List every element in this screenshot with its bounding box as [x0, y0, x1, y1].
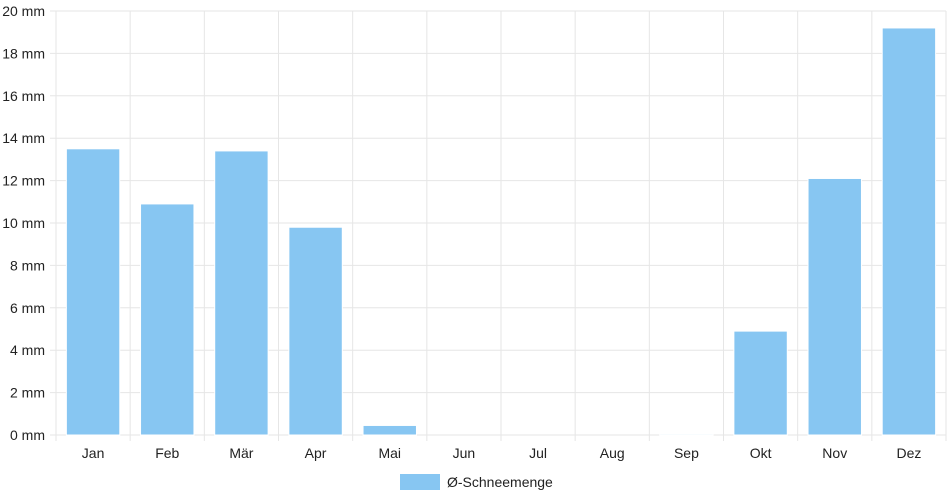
x-tick-label: Okt — [750, 445, 772, 461]
x-tick-label: Jan — [82, 445, 105, 461]
bar — [288, 226, 343, 436]
y-tick-label: 0 mm — [10, 427, 45, 443]
bar — [659, 433, 714, 436]
grid — [50, 10, 947, 441]
x-tick-label: Apr — [305, 445, 327, 461]
bar — [214, 150, 269, 436]
y-tick-label: 16 mm — [2, 88, 45, 104]
y-tick-label: 20 mm — [2, 3, 45, 19]
legend-swatch[interactable] — [400, 474, 440, 490]
y-tick-label: 14 mm — [2, 130, 45, 146]
x-tick-label: Mär — [229, 445, 253, 461]
bar — [733, 330, 788, 436]
x-tick-label: Dez — [896, 445, 921, 461]
y-tick-label: 18 mm — [2, 45, 45, 61]
x-tick-label: Nov — [822, 445, 847, 461]
x-tick-label: Sep — [674, 445, 699, 461]
y-tick-label: 6 mm — [10, 300, 45, 316]
y-axis-ticks: 0 mm 2 mm 4 mm 6 mm 8 mm 10 mm 12 mm 14 mm 16 mm… — [2, 3, 45, 443]
y-tick-label: 8 mm — [10, 257, 45, 273]
x-tick-label: Aug — [600, 445, 625, 461]
bar — [362, 424, 417, 436]
y-tick-label: 10 mm — [2, 215, 45, 231]
y-tick-label: 12 mm — [2, 173, 45, 189]
x-tick-label: Feb — [155, 445, 179, 461]
bars — [65, 27, 937, 436]
bar — [65, 148, 121, 436]
bar — [140, 203, 195, 436]
x-tick-label: Mai — [378, 445, 401, 461]
legend[interactable]: Ø-Schneemenge — [400, 474, 553, 490]
x-tick-label: Jun — [453, 445, 476, 461]
y-tick-label: 4 mm — [10, 342, 45, 358]
x-tick-label: Jul — [529, 445, 547, 461]
legend-label[interactable]: Ø-Schneemenge — [447, 474, 553, 490]
bar — [807, 177, 862, 436]
x-axis-ticks: Jan Feb Mär Apr Mai Jun Jul Aug Sep Okt Nov Dez — [82, 445, 922, 461]
y-tick-label: 2 mm — [10, 385, 45, 401]
bar — [881, 27, 937, 436]
